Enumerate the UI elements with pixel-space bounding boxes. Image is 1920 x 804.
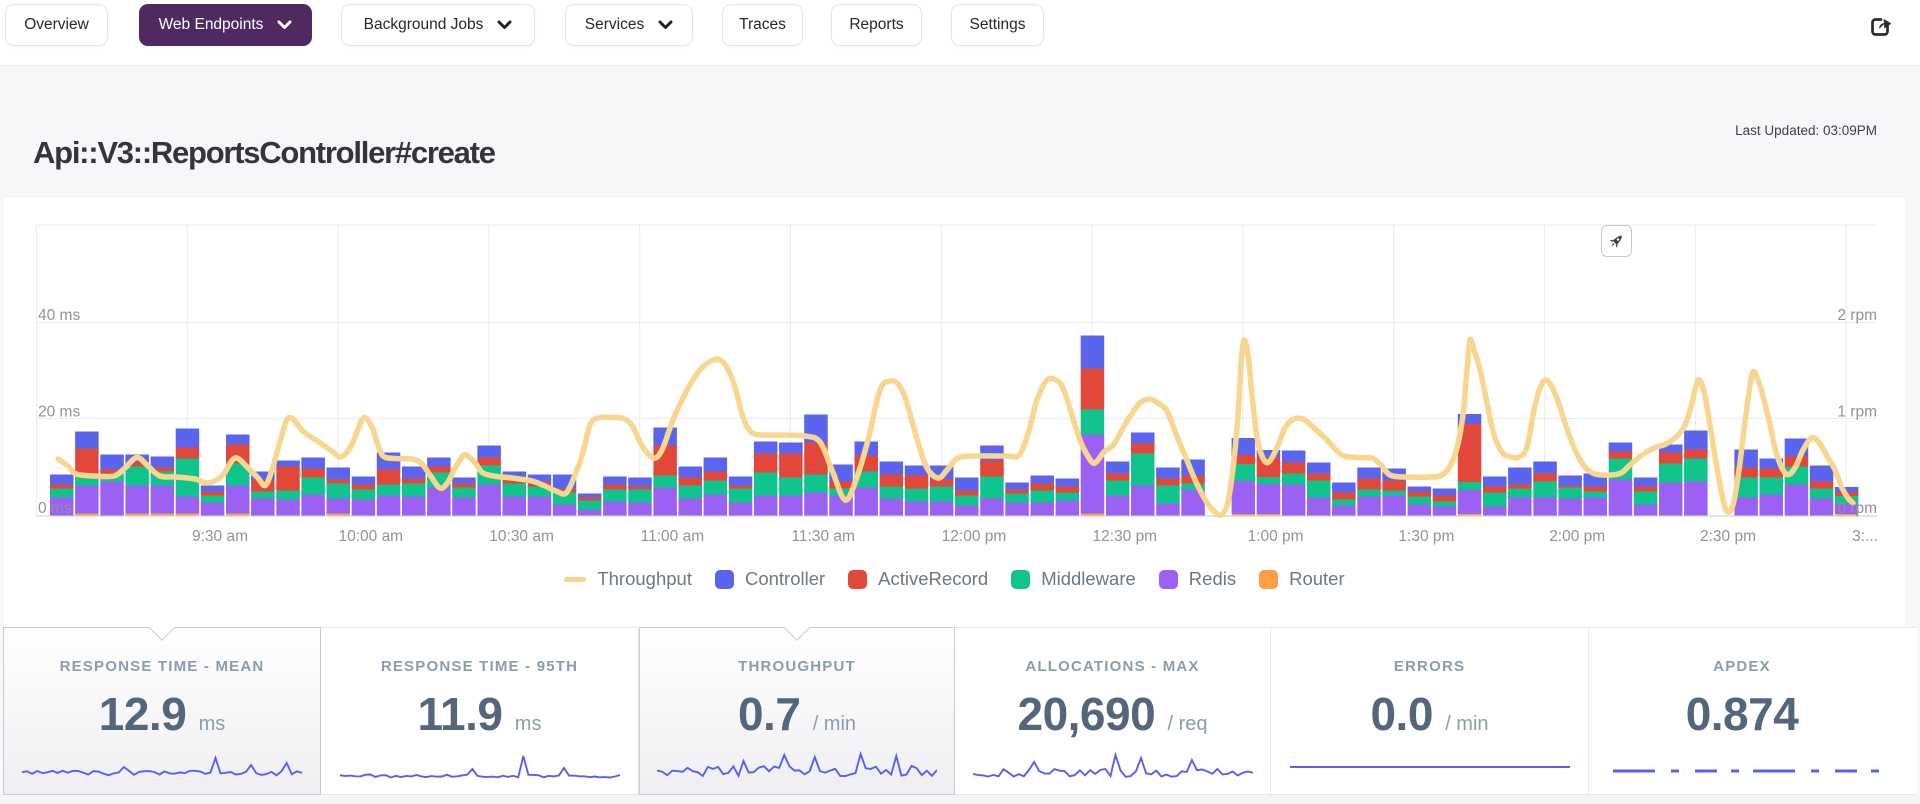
svg-text:0 rpm: 0 rpm <box>1837 500 1877 517</box>
svg-text:11:00 am: 11:00 am <box>641 528 704 545</box>
svg-text:1:00 pm: 1:00 pm <box>1248 528 1304 545</box>
svg-text:12:00 pm: 12:00 pm <box>942 528 1007 545</box>
svg-text:20 ms: 20 ms <box>38 404 80 421</box>
svg-text:2:00 pm: 2:00 pm <box>1549 528 1605 545</box>
svg-text:1 rpm: 1 rpm <box>1837 404 1877 421</box>
svg-text:1:30 pm: 1:30 pm <box>1398 528 1454 545</box>
svg-text:40 ms: 40 ms <box>38 307 80 324</box>
svg-text:9:30 am: 9:30 am <box>192 528 248 545</box>
svg-text:0 ms: 0 ms <box>38 500 72 517</box>
svg-text:2 rpm: 2 rpm <box>1837 307 1877 324</box>
svg-text:10:00 am: 10:00 am <box>338 528 403 545</box>
svg-text:10:30 am: 10:30 am <box>489 528 554 545</box>
svg-text:12:30 pm: 12:30 pm <box>1092 528 1157 545</box>
svg-text:3:...: 3:... <box>1852 528 1878 545</box>
svg-text:11:30 am: 11:30 am <box>791 528 854 545</box>
svg-text:2:30 pm: 2:30 pm <box>1700 528 1756 545</box>
